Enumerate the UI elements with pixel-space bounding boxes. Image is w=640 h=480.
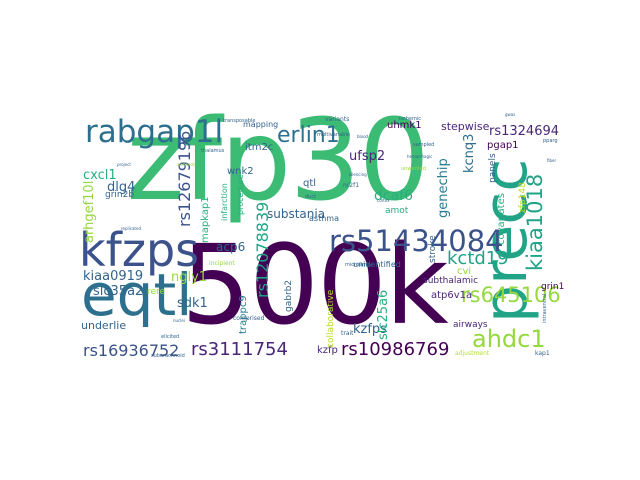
word-grin1: grin1 <box>541 282 565 292</box>
word-kiaa0919: kiaa0919 <box>83 269 144 284</box>
word-hemorrhagic: hemorrhagic <box>407 154 433 159</box>
word-intraventral: intraventral <box>542 293 548 323</box>
word-nr2f1: nr2f1 <box>343 182 360 189</box>
word-uhmk1: uhmk1 <box>387 120 422 131</box>
word-500k: 500k <box>181 221 449 349</box>
word-kap1: kap1 <box>535 350 550 357</box>
word-project: project <box>117 162 131 167</box>
word-sampled: sampled <box>413 142 435 148</box>
word-incipient: incipient <box>209 260 235 267</box>
word-kcnq3: kcnq3 <box>462 133 477 173</box>
word-pparg: pparg <box>543 138 558 144</box>
word-infarction: infarction <box>220 183 229 221</box>
word-silencing: silencing <box>349 172 367 177</box>
word-rere: rere <box>147 287 166 297</box>
word-underlie: underlie <box>81 319 127 332</box>
word-zfp30: zfp30 <box>126 103 430 226</box>
word-kfzps: kfzps <box>79 223 200 277</box>
word-adjustment: adjustment <box>455 350 490 357</box>
word-trait: trait <box>341 330 354 337</box>
word-slc25a6: slc25a6 <box>376 289 391 340</box>
word-blood: blood <box>357 134 369 139</box>
word-procedure: procedure <box>236 174 245 215</box>
word-collaborative: collaborative <box>326 289 336 348</box>
word-cloud: zfp30 500k kfzps eqtl precc rs51434084 r… <box>77 103 566 371</box>
word-kzfps: kzfps <box>353 322 387 337</box>
word-genechip: genechip <box>436 158 451 218</box>
word-stepwise: stepwise <box>441 120 490 133</box>
word-ngly1: ngly1 <box>171 270 208 285</box>
word-rs645106: rs645106 <box>461 283 561 307</box>
word-ahdc1: ahdc1 <box>472 325 546 353</box>
word-slc35a2: slc35a2 <box>93 284 144 299</box>
word-dlg4: dlg4 <box>107 180 136 195</box>
word-ufsp2: ufsp2 <box>349 149 386 164</box>
word-rs16936752: rs16936752 <box>83 341 180 360</box>
word-cxcl1: cxcl1 <box>83 168 117 183</box>
word-acp6: acp6 <box>216 240 246 254</box>
word-duct: duct <box>305 194 317 200</box>
word-rs10986769: rs10986769 <box>341 339 450 360</box>
word-gwas: gwas <box>505 112 516 117</box>
word-thalamus: thalamus <box>201 148 225 154</box>
word-rabgap1l: rabgap1l <box>85 114 224 150</box>
word-comprised: comprised <box>233 315 265 322</box>
word-stroke: stroke <box>428 235 438 263</box>
word-kctd19: kctd19 <box>447 248 509 269</box>
word-unidentified: unidentified <box>353 260 401 269</box>
word-asthma: asthma <box>309 214 339 223</box>
word-wetlands: wetlands <box>177 162 196 167</box>
word-rs3111754: rs3111754 <box>191 339 288 360</box>
word-unwanted: unwanted <box>401 166 426 172</box>
word-airways: airways <box>453 320 488 330</box>
word-covariates: covariates <box>496 193 507 245</box>
word-cortex: cortex <box>377 198 390 203</box>
word-mapping: mapping <box>243 120 279 129</box>
word-kiaa1018: kiaa1018 <box>523 173 547 271</box>
word-ischemic: ischemic <box>399 116 421 122</box>
word-substania: substania <box>267 207 326 221</box>
word-zfp148: zfp148 <box>518 182 528 213</box>
word-transposable: transposable <box>223 118 256 124</box>
word-replicated: replicated <box>121 226 141 231</box>
word-mapkap1: mapkap1 <box>200 196 211 243</box>
word-amot: amot <box>385 206 409 216</box>
word-elicited: elicited <box>161 334 180 340</box>
word-cvi: cvi <box>457 266 472 277</box>
word-rs12679196: rs12679196 <box>175 130 194 227</box>
word-variants: variants <box>325 116 350 123</box>
word-rs51434084: rs51434084 <box>329 224 504 258</box>
word-sdk1: sdk1 <box>177 296 208 311</box>
word-microarray: microarray <box>345 262 373 268</box>
word-kzfp: kzfp <box>317 345 338 356</box>
word-erlin1: erlin1 <box>277 123 340 148</box>
word-pgap1: pgap1 <box>487 140 519 151</box>
word-subarachnoid: subarachnoid <box>151 353 185 359</box>
word-multivariable: multivariable <box>317 132 350 138</box>
word-dcaf6: dcaf6 <box>374 188 413 204</box>
word-eqtl: eqtl <box>81 261 193 329</box>
word-nuclei: nuclei <box>173 318 185 323</box>
word-atp6v1a: atp6v1a <box>431 290 473 301</box>
word-rs1324694: rs1324694 <box>489 124 560 139</box>
word-arhgef10l: arhgef10l <box>82 180 97 243</box>
word-panels: panels <box>488 153 498 183</box>
word-subthalamic: subthalamic <box>423 276 479 286</box>
word-wnk2: wnk2 <box>227 166 254 177</box>
word-fiber: fiber <box>547 158 557 163</box>
word-itm2c: itm2c <box>245 142 274 153</box>
word-qtl: qtl <box>303 178 317 189</box>
word-gabrb2: gabrb2 <box>284 279 294 312</box>
word-grin2b: grin2b <box>105 190 135 200</box>
